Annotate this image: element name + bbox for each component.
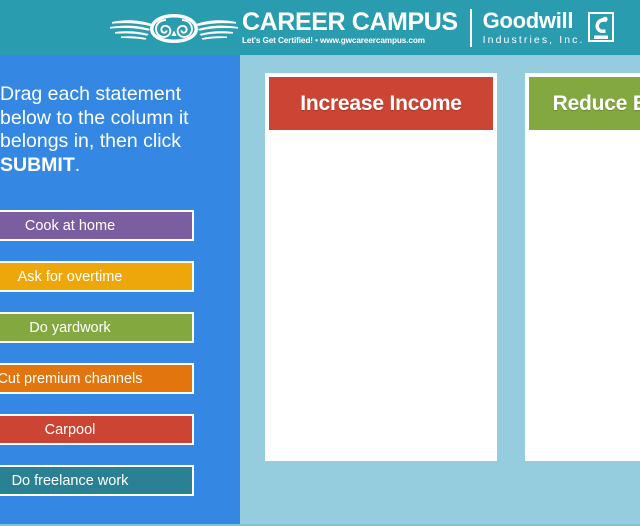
dropzone-increase-income[interactable]	[269, 130, 493, 453]
goodwill-text: Goodwill Industries, Inc.	[483, 10, 585, 46]
chip-label: Carpool	[44, 421, 96, 438]
draggable-chip-do-yardwork[interactable]: Do yardwork	[0, 312, 194, 343]
column-header-reduce-expenses: Reduce Expenses	[529, 77, 640, 130]
column-reduce-expenses[interactable]: Reduce Expenses	[525, 73, 640, 461]
bottom-edge-line	[0, 524, 640, 526]
draggable-chip-do-freelance-work[interactable]: Do freelance work	[0, 465, 194, 496]
dropzone-reduce-expenses[interactable]	[529, 130, 640, 453]
brand-tagline: Let's Get Certified! • www.gwcareercampu…	[242, 36, 425, 46]
chip-label: Cut premium channels	[0, 370, 143, 387]
instruction-text: Drag each statement below to the column …	[0, 83, 228, 177]
draggable-chip-carpool[interactable]: Carpool	[0, 414, 194, 445]
chip-label: Ask for overtime	[17, 268, 123, 285]
goodwill-title: Goodwill	[482, 8, 574, 34]
column-header-increase-income: Increase Income	[269, 77, 493, 130]
instruction-sidebar: Drag each statement below to the column …	[0, 55, 240, 526]
brand-title: CAREER CAMPUS	[242, 8, 458, 37]
chip-label: Do freelance work	[11, 472, 129, 489]
draggable-chip-cut-premium-channels[interactable]: Cut premium channels	[0, 363, 194, 394]
chip-label: Do yardwork	[29, 319, 111, 336]
column-title: Increase Income	[300, 91, 462, 115]
instruction-submit-emphasis: SUBMIT	[0, 153, 75, 176]
brand-divider	[469, 9, 472, 47]
instruction-line-1: Drag each statement	[0, 83, 182, 105]
brand-lockup: CAREER CAMPUS Let's Get Certified! • www…	[110, 6, 614, 50]
instruction-line-2: below to the column it	[0, 106, 189, 129]
chip-label: Cook at home	[24, 217, 116, 234]
instruction-period: .	[74, 153, 81, 176]
drop-zone-board: Increase Income Reduce Expenses	[240, 55, 640, 526]
owl-wings-logo	[110, 14, 238, 43]
column-increase-income[interactable]: Increase Income	[265, 73, 497, 461]
goodwill-subtitle: Industries, Inc.	[482, 34, 585, 47]
career-campus-text: CAREER CAMPUS Let's Get Certified! • www…	[242, 10, 458, 45]
draggable-statement-list: Cook at home Ask for overtime Do yardwor…	[0, 210, 240, 516]
goodwill-smiling-g-logo	[587, 12, 614, 43]
draggable-chip-ask-for-overtime[interactable]: Ask for overtime	[0, 261, 194, 292]
column-title: Reduce Expenses	[552, 91, 640, 115]
draggable-chip-cook-at-home[interactable]: Cook at home	[0, 210, 194, 241]
brand-header: CAREER CAMPUS Let's Get Certified! • www…	[0, 0, 640, 55]
goodwill-lockup: Goodwill Industries, Inc.	[483, 10, 614, 46]
instruction-line-3: belongs in, then click	[0, 130, 182, 152]
